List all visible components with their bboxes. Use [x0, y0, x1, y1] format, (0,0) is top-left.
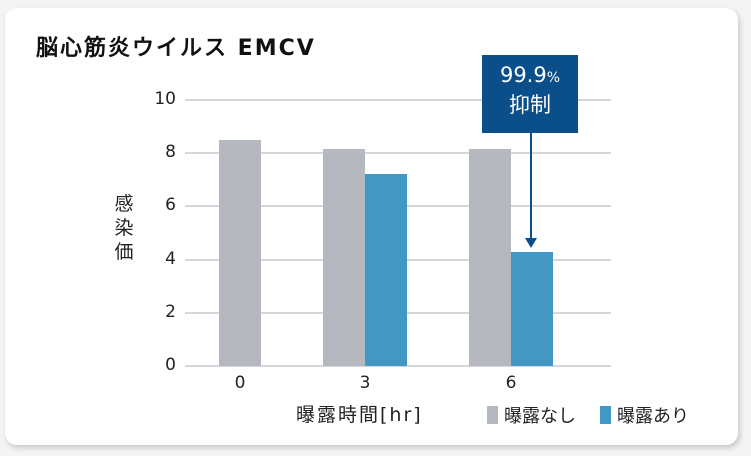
reduction-callout: 99.9% 抑制 — [482, 55, 578, 133]
callout-value: 99.9% — [499, 63, 561, 87]
callout-arrow-line — [530, 133, 532, 239]
bar — [219, 139, 261, 366]
gridline — [185, 365, 611, 367]
y-tick-label: 10 — [154, 89, 176, 109]
legend-item-no-exposure: 曝露なし — [487, 402, 576, 428]
x-axis-label: 曝露時間[hr] — [296, 404, 423, 426]
bar — [365, 174, 407, 366]
y-tick-label: 6 — [165, 195, 176, 216]
x-tick-label: 3 — [359, 373, 371, 393]
gridline — [185, 99, 611, 101]
legend-item-exposure: 曝露あり — [600, 402, 689, 428]
y-tick-label: 8 — [165, 142, 176, 163]
legend-label: 曝露あり — [617, 406, 689, 427]
gridline — [185, 152, 611, 155]
x-tick-label: 6 — [505, 373, 517, 393]
arrow-down-icon — [525, 238, 537, 248]
legend-label: 曝露なし — [504, 406, 576, 427]
x-tick-label: 0 — [234, 373, 246, 393]
legend-swatch — [487, 406, 498, 424]
bar — [511, 251, 553, 366]
callout-label: 抑制 — [509, 93, 551, 117]
y-axis-label: 感染価 — [114, 193, 134, 263]
y-tick-label: 0 — [165, 355, 176, 375]
bar — [469, 149, 511, 366]
legend-swatch — [600, 406, 611, 424]
bar — [323, 149, 365, 366]
y-tick-label: 2 — [165, 301, 176, 322]
y-tick-label: 4 — [165, 248, 176, 269]
chart-title: 脳心筋炎ウイルス EMCV — [36, 36, 316, 61]
